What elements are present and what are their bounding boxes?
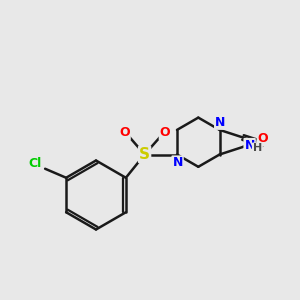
- Text: O: O: [119, 126, 130, 140]
- Text: S: S: [139, 147, 150, 162]
- Text: Cl: Cl: [28, 157, 41, 170]
- Text: O: O: [258, 132, 268, 145]
- Text: N: N: [244, 139, 255, 152]
- Text: O: O: [160, 126, 170, 140]
- Text: H: H: [253, 143, 262, 153]
- Text: N: N: [172, 156, 183, 170]
- Text: N: N: [215, 116, 225, 129]
